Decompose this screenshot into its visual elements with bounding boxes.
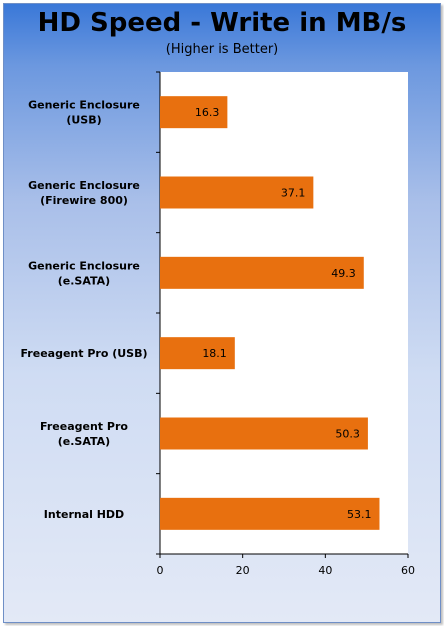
- bar: [160, 497, 380, 530]
- category-label-line: Generic Enclosure: [28, 259, 140, 272]
- data-label: 50.3: [335, 428, 360, 441]
- bar: [160, 176, 314, 209]
- category-label: Generic Enclosure (e.SATA): [28, 259, 140, 287]
- bar: [160, 337, 235, 370]
- chart-subtitle: (Higher is Better): [165, 42, 279, 57]
- bar-chart: 0 20 40 60 16.3 Generic Enclosure (USB) 37.1 Gen…: [21, 71, 415, 577]
- category-label-line: (e.SATA): [58, 435, 110, 448]
- category-label-line: (USB): [66, 114, 101, 127]
- data-label: 53.1: [347, 508, 372, 521]
- category-label-line: Freeagent Pro: [40, 420, 128, 433]
- category-label-line: Generic Enclosure: [28, 99, 140, 112]
- x-tick-label: 40: [318, 564, 332, 577]
- chart-frame: HD Speed - Write in MB/s (Higher is Bett…: [3, 3, 441, 623]
- data-label: 16.3: [195, 106, 220, 119]
- category-label: Freeagent Pro (e.SATA): [40, 420, 128, 448]
- chart-title: HD Speed - Write in MB/s: [37, 8, 407, 38]
- category-label: Generic Enclosure (USB): [28, 99, 140, 127]
- bar: [160, 96, 228, 129]
- category-label-line: Freeagent Pro (USB): [21, 347, 148, 360]
- bar: [160, 417, 368, 450]
- category-label: Freeagent Pro (USB): [21, 347, 148, 360]
- data-label: 49.3: [331, 267, 356, 280]
- category-label-line: (e.SATA): [58, 274, 110, 287]
- bar: [160, 256, 364, 289]
- category-label: Internal HDD: [44, 508, 124, 521]
- plot-area: [160, 72, 408, 554]
- x-tick-label: 20: [236, 564, 250, 577]
- category-label-line: Internal HDD: [44, 508, 124, 521]
- x-tick-label: 0: [157, 564, 164, 577]
- category-label-line: Generic Enclosure: [28, 179, 140, 192]
- data-label: 37.1: [281, 187, 306, 200]
- data-label: 18.1: [202, 347, 227, 360]
- x-tick-label: 60: [401, 564, 415, 577]
- category-label-line: (Firewire 800): [40, 194, 128, 207]
- category-label: Generic Enclosure (Firewire 800): [28, 179, 140, 207]
